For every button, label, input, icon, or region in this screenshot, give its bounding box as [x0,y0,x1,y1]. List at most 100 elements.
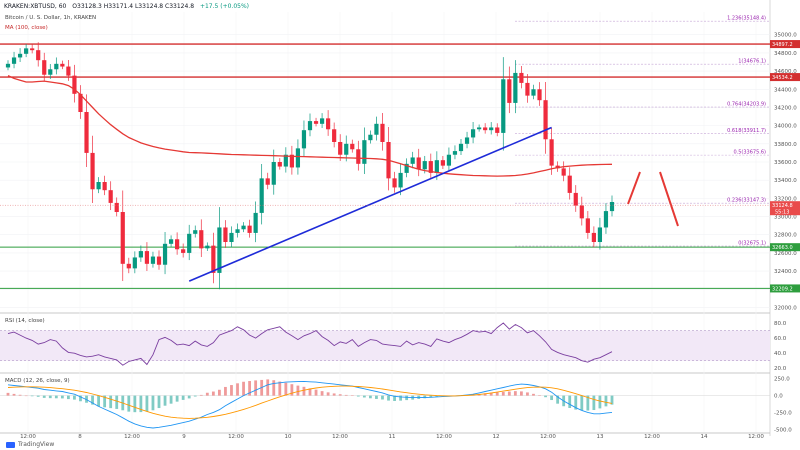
level-price-tag [770,243,800,252]
ma-label[interactable]: MA (100, close) [5,25,48,31]
macd-histogram-bar [435,395,439,397]
macd-histogram-bar [42,395,46,398]
price-tick-label: 33000.0 [774,215,797,221]
candle-body [132,257,137,269]
price-tick-label: 33600.0 [774,160,797,166]
macd-histogram-bar [175,395,179,402]
candle-body [30,48,35,51]
fibonacci-label: 1.236(35148.4) [727,16,766,22]
candle-body [187,233,192,253]
candle-body [428,161,433,173]
candle-body [368,134,373,141]
symbol-header: KRAKEN:XBTUSD, 60 O33128.3 H33171.4 L331… [4,3,253,10]
macd-histogram-bar [507,391,511,396]
macd-histogram-bar [592,395,596,411]
macd-histogram-bar [242,381,245,396]
macd-histogram-bar [211,391,215,396]
macd-histogram-bar [60,395,64,399]
candle-body [422,161,427,170]
macd-histogram-bar [145,395,149,412]
candle-body [102,182,107,191]
price-tick-label: 33400.0 [774,178,797,184]
macd-histogram-bar [513,391,517,396]
macd-histogram-bar [187,395,191,399]
ohlc-values: O33128.3 H33171.4 L33124.8 C33124.8 [72,3,195,10]
ticker-label[interactable]: KRAKEN:XBTUSD, 60 [4,3,67,10]
rsi-label[interactable]: RSI (14, close) [5,318,45,324]
macd-histogram-bar [278,381,282,396]
candle-body [597,227,603,242]
macd-histogram-bar [199,394,203,396]
candle-body [537,89,542,101]
price-tick-label: 32600.0 [774,251,797,257]
candle-body [561,168,566,176]
level-price-tag [770,40,800,49]
candle-body [591,232,596,242]
candle-body [585,218,590,233]
candle-body [78,93,83,112]
macd-histogram-bar [236,383,239,396]
last-price-tag [770,201,800,216]
macd-histogram-bar [399,395,402,401]
macd-histogram-bar [314,389,318,396]
candle-body [507,79,512,103]
projection-arrow-up [627,171,641,205]
macd-histogram-bar [157,395,161,409]
macd-histogram-bar [501,391,505,396]
macd-histogram-bar [350,395,354,396]
signal-line [7,385,613,419]
candle-body [241,225,246,230]
time-tick-label: 9 [182,434,186,440]
candle-body [344,143,349,155]
candle-body [295,148,301,168]
candle-body [495,127,500,133]
countdown-label: 55:13 [775,210,789,216]
fibonacci-label: 1(34676.1) [738,59,766,65]
fibonacci-label: 0.764(34203.9) [727,102,766,108]
macd-histogram-bar [610,395,614,405]
macd-histogram-bar [538,395,541,396]
macd-histogram-bar [79,395,82,402]
candle-body [573,192,578,206]
price-tick-label: 34800.0 [774,51,797,57]
time-tick-label: 11 [389,434,396,440]
bullish-trendline [188,126,552,282]
macd-label[interactable]: MACD (12, 26, close, 9) [5,378,70,384]
candle-body [150,256,156,264]
macd-histogram-bar [205,392,209,396]
candle-body [24,48,29,54]
time-tick-label: 12:00 [228,434,244,440]
candle-body [489,127,494,131]
macd-histogram-bar [103,395,107,408]
candle-body [72,75,77,94]
candle-body [519,72,524,83]
candle-body [567,175,572,193]
candle-body [501,79,506,133]
macd-histogram-bar [393,395,396,401]
level-price-label: 34534.2 [772,75,793,81]
rsi-tick-label: 60.0 [774,336,787,342]
candle-body [54,63,59,70]
time-tick-label: 8 [78,434,82,440]
candle-body [464,137,470,144]
candle-body [247,225,252,233]
candle-body [452,151,458,155]
time-tick-label: 13 [597,434,604,440]
candle-body [84,112,89,153]
candle-body [332,129,337,142]
macd-histogram-bar [586,395,590,411]
brand-footer[interactable]: TradingView [6,441,54,448]
candle-body [313,121,319,124]
macd-histogram-bar [248,381,251,396]
macd-histogram-bar [127,395,131,412]
candle-body [380,123,385,142]
candle-body [513,72,518,103]
candle-body [470,129,476,138]
macd-histogram-bar [574,395,578,410]
candle-body [223,227,228,242]
candle-body [156,256,162,265]
macd-histogram-bar [604,395,608,407]
candle-body [11,57,17,64]
candle-body [301,130,307,149]
